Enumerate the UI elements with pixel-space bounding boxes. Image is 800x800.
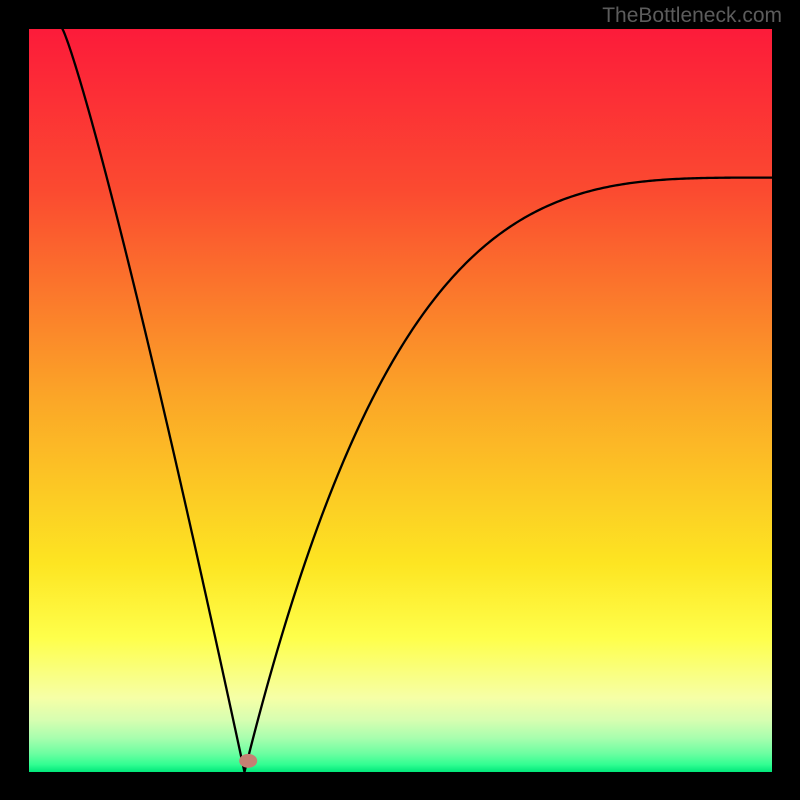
- chart-svg: [0, 0, 800, 800]
- bottleneck-curve: [62, 29, 772, 772]
- vertex-marker: [239, 754, 257, 768]
- watermark-text: TheBottleneck.com: [602, 4, 782, 28]
